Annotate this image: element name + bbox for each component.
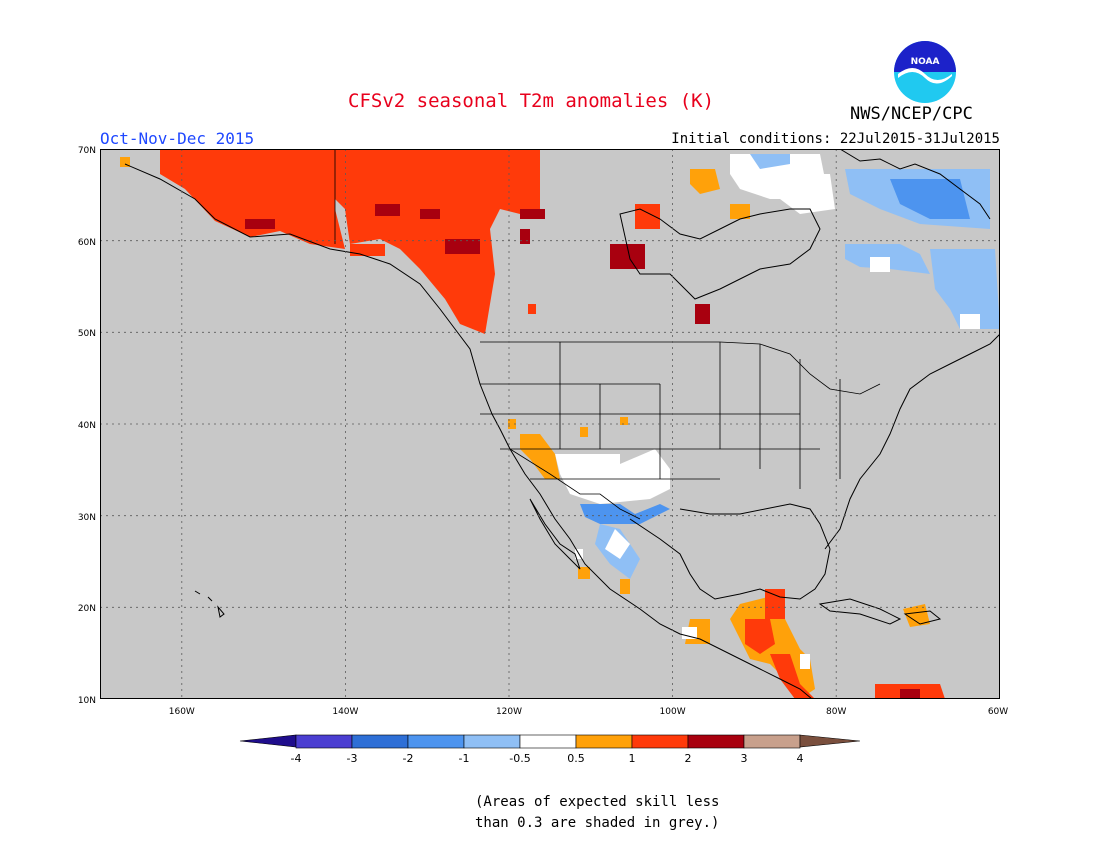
legend-tick-label: -3: [347, 752, 358, 765]
border-us-mexico: [509, 448, 641, 520]
lon-label: 120W: [496, 707, 522, 717]
legend-swatch: [519, 734, 577, 749]
anomaly-region: [445, 239, 480, 254]
anomaly-map: [100, 149, 1000, 699]
map-title: CFSv2 seasonal T2m anomalies (K): [348, 90, 715, 112]
legend-tick-label: -4: [291, 752, 302, 765]
anomaly-region: [620, 417, 628, 425]
anomaly-region: [555, 449, 670, 504]
lat-label: 40N: [78, 421, 96, 431]
longitude-axis: 160W 140W 120W 100W 80W 60W: [169, 707, 1009, 717]
anomaly-region: [770, 654, 815, 699]
legend-swatch: [351, 734, 409, 749]
coastline-cuba: [818, 598, 902, 625]
anomaly-region: [930, 249, 1000, 329]
anomaly-region: [605, 529, 630, 559]
coastline-greenland: [839, 149, 991, 220]
season-label: Oct-Nov-Dec 2015: [100, 129, 255, 148]
anomaly-region: [120, 157, 130, 167]
anomaly-region: [620, 579, 630, 594]
legend-swatch: [687, 734, 745, 749]
legend-swatch: [295, 734, 353, 749]
lon-label: 100W: [660, 707, 686, 717]
anomaly-region: [690, 169, 720, 194]
lon-label: 80W: [826, 707, 846, 717]
anomaly-region: [520, 434, 560, 479]
anomaly-region: [578, 567, 590, 579]
coastline-gulf: [629, 503, 831, 600]
anomaly-region: [580, 427, 588, 437]
coastline-hawaii: [194, 590, 225, 618]
legend-arrow-low: [239, 734, 297, 748]
legend-arrow-high: [799, 734, 861, 748]
anomaly-region: [695, 304, 710, 324]
coastline-baja: [529, 498, 581, 570]
legend-tick-label: -1: [459, 752, 470, 765]
anomaly-region: [375, 204, 400, 216]
gridlines: [100, 149, 1000, 699]
logo-text: NOAA: [911, 57, 940, 67]
coastline-hudson: [619, 208, 821, 300]
anomaly-region: [900, 689, 920, 699]
footnote-line-2: than 0.3 are shaded in grey.): [475, 815, 720, 831]
lat-label: 10N: [78, 696, 96, 706]
legend-swatch: [575, 734, 633, 749]
legend-swatch: [407, 734, 465, 749]
anomaly-shading: [120, 149, 1000, 699]
coastline-hispaniola: [903, 610, 942, 625]
anomaly-region: [750, 154, 790, 169]
anomaly-region: [800, 654, 810, 669]
noaa-logo-icon: NOAA: [894, 41, 956, 103]
anomaly-region: [420, 209, 440, 219]
footnote: (Areas of expected skill less than 0.3 a…: [475, 792, 719, 834]
legend-tick-label: 3: [741, 752, 748, 765]
anomaly-region: [960, 314, 980, 329]
legend-tick-label: 2: [685, 752, 692, 765]
anomaly-region: [682, 627, 697, 639]
footnote-line-1: (Areas of expected skill less: [475, 794, 720, 810]
lon-label: 60W: [988, 707, 1008, 717]
legend-swatch: [743, 734, 801, 749]
legend-tick-label: 1: [629, 752, 636, 765]
lat-label: 30N: [78, 513, 96, 523]
latitude-axis: 70N 60N 50N 40N 30N 20N 10N: [78, 146, 96, 706]
lon-label: 140W: [332, 707, 358, 717]
anomaly-region: [890, 179, 970, 219]
anomaly-region: [350, 244, 385, 256]
initial-conditions-label: Initial conditions: 22Jul2015-31Jul2015: [671, 131, 1000, 147]
anomaly-region: [780, 174, 835, 214]
color-legend: -4 -3 -2 -1 -0.5 0.5 1 2 3 4: [239, 734, 861, 765]
anomaly-region: [508, 419, 516, 429]
legend-tick-label: -2: [403, 752, 414, 765]
anomaly-region: [528, 304, 536, 314]
anomaly-region: [580, 504, 670, 524]
anomaly-region: [745, 619, 775, 654]
lat-label: 70N: [78, 146, 96, 156]
anomaly-region: [520, 209, 545, 219]
anomaly-region: [635, 204, 660, 229]
lat-label: 50N: [78, 329, 96, 339]
anomaly-region: [245, 219, 275, 229]
lat-label: 60N: [78, 238, 96, 248]
legend-swatch: [463, 734, 521, 749]
anomaly-region: [903, 604, 930, 627]
lon-label: 160W: [169, 707, 195, 717]
anomaly-region: [765, 589, 785, 619]
legend-swatch: [631, 734, 689, 749]
border-states-rows: [480, 342, 841, 489]
organization-label: NWS/NCEP/CPC: [850, 104, 973, 124]
anomaly-region: [520, 229, 530, 244]
anomaly-region: [160, 149, 345, 249]
anomaly-region: [730, 204, 750, 219]
legend-tick-label: 4: [797, 752, 804, 765]
legend-tick-label: -0.5: [509, 752, 530, 765]
lat-label: 20N: [78, 604, 96, 614]
coastline-east: [824, 333, 1000, 550]
legend-tick-label: 0.5: [567, 752, 585, 765]
anomaly-region: [335, 149, 540, 334]
anomaly-region: [870, 257, 890, 272]
borders: [334, 149, 881, 520]
